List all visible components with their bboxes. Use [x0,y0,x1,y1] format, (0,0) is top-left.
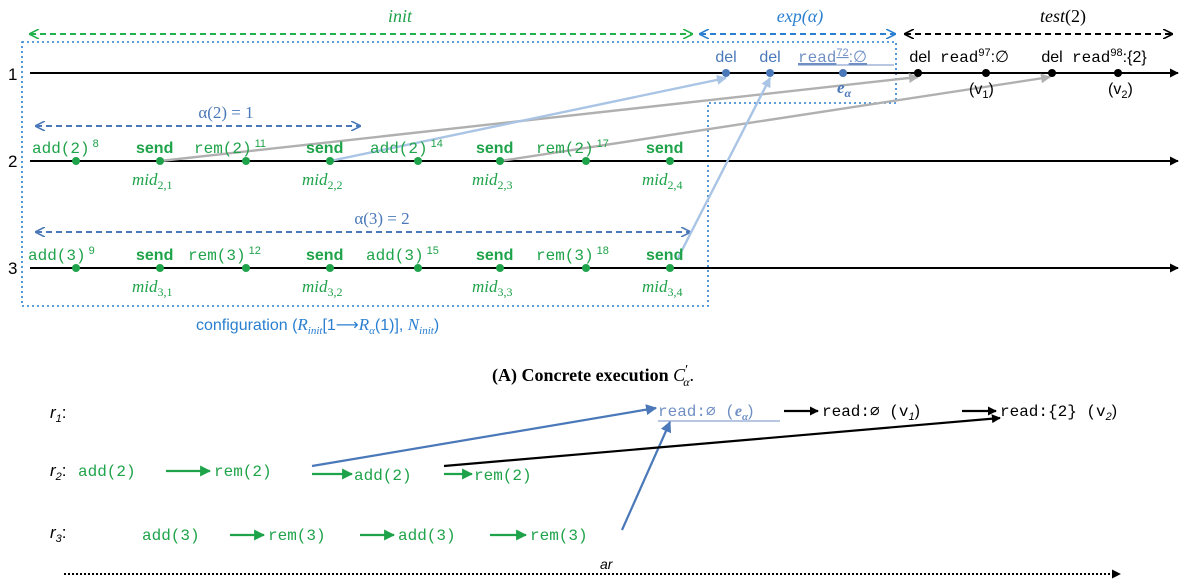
p1-events: del del read72:∅ eα del read97:∅ (v1) de… [715,47,1147,101]
cross-arrow-r2-to-v2 [443,414,1001,468]
r2-op-4: rem(2) [474,467,532,485]
p3-dot-2 [156,264,164,272]
alpha3-label: α(3) = 2 [354,209,409,228]
ar-label: ar [600,556,614,572]
alpha2-label: α(2) = 1 [198,103,253,122]
p3-op-8: send [646,247,683,264]
p2-mid-3: mid2,3 [472,170,513,192]
p2-op-5: add(2) 14 [370,138,443,158]
r3-op-3: add(3) [398,527,456,545]
p2-op-2: send [136,140,173,157]
p3-dot-6 [496,264,504,272]
r2-op-2: rem(2) [214,463,272,481]
p2-mid-2: mid2,2 [302,170,343,192]
p3-op-6: send [476,247,513,264]
p2-dot-6 [496,157,504,165]
p1-del2-dot [766,69,774,77]
p3-op-4: send [306,247,343,264]
cross-arrow-r2-to-ealpha [311,404,658,468]
p2-dot-7 [582,157,590,165]
p2-op-7: rem(2) 17 [536,138,609,158]
p2-mid-4: mid2,4 [642,170,683,192]
p2-op-3: rem(2) 11 [194,138,266,158]
p2-dot-8 [666,157,674,165]
p3-op-7: rem(3) 18 [536,245,609,265]
p1-read72: read72:∅ [798,47,867,67]
p1-read98: read98:{2} [1072,47,1147,67]
p3-dot-5 [414,264,422,272]
p2-dot-1 [72,157,80,165]
p3-mid-4: mid3,4 [642,277,683,299]
init-label: init [388,6,413,26]
p1-del4: del [1041,49,1062,66]
r1-read-ealpha: read:∅ (eα) [658,403,753,423]
message-arrow-gray-2 [499,73,1051,163]
p2-dot-3 [242,157,250,165]
p1-read98-dot [1114,69,1122,77]
configuration-box [21,41,897,307]
r3-op-4: rem(3) [530,527,588,545]
p3-op-3: rem(3) 12 [188,245,261,265]
p3-dot-4 [326,264,334,272]
p1-read97: read97:∅ [940,47,1009,67]
p3-events: add(3) 9 send rem(3) 12 send add(3) 15 send… [28,245,683,299]
p2-mid-1: mid2,1 [132,170,173,192]
p3-dot-7 [582,264,590,272]
p1-del4-dot [1048,69,1056,77]
r1-label: r1: [50,403,67,425]
p3-mid-2: mid3,2 [302,277,343,299]
e-alpha-label: eα [837,78,852,100]
p2-op-8: send [646,140,683,157]
p3-dot-3 [242,264,250,272]
p1-read97-dot [982,69,990,77]
message-arrow-gray-1 [159,73,919,163]
r3-op-2: rem(3) [268,527,326,545]
r3-label: r3: [50,523,67,545]
cross-arrow-r3-to-ealpha [620,420,672,531]
process-label-2: 2 [8,152,17,171]
caption: (A) Concrete execution C′ α. [492,363,694,389]
p1-del1: del [715,49,736,66]
p1-del3: del [909,49,930,66]
r1-read-v1: read:∅ (v1) [822,403,920,423]
p2-events: add(2) 8 send rem(2) 11 send add(2) 14 send… [32,138,683,192]
p3-mid-1: mid3,1 [132,277,173,299]
p2-dot-4 [326,157,334,165]
exp-label: exp(α) [777,6,823,27]
p3-mid-3: mid3,3 [472,277,513,299]
configuration-label: configuration (Rinit[1⟶Rα(1)], Ninit) [196,315,439,337]
r2-op-3: add(2) [354,467,412,485]
p3-dot-1 [72,264,80,272]
r3-op-1: add(3) [142,527,200,545]
p3-op-5: add(3) 15 [366,245,439,265]
test-label: test(2) [1040,6,1086,27]
message-arrow-lightblue-1 [329,74,727,163]
v1-label: (v1) [969,81,994,101]
process-label-1: 1 [8,65,17,84]
v2-label: (v2) [1108,81,1133,101]
p2-dot-5 [414,157,422,165]
p2-op-6: send [476,140,513,157]
r1-read-v2: read:{2} (v2) [1000,403,1117,423]
p1-del3-dot [914,69,922,77]
p2-op-4: send [306,140,343,157]
p1-del2: del [759,49,780,66]
message-arrow-lightblue-2 [676,77,772,259]
p1-read72-dot [839,69,847,77]
p1-del1-dot [722,69,730,77]
p2-op-1: add(2) 8 [32,138,99,158]
p2-dot-2 [156,157,164,165]
r2-label: r2: [50,461,67,483]
p3-dot-8 [666,264,674,272]
process-label-3: 3 [8,259,17,278]
p3-op-2: send [136,247,173,264]
p3-op-1: add(3) 9 [28,245,95,265]
r2-op-1: add(2) [78,463,136,481]
